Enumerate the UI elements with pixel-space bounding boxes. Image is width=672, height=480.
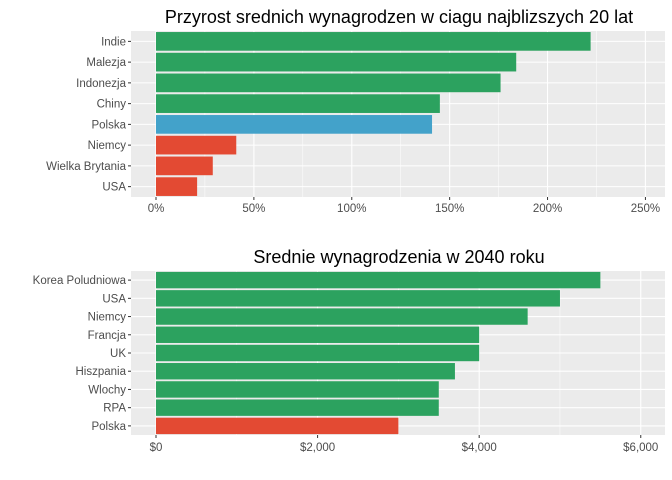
chart-top: Przyrost srednich wynagrodzen w ciagu na…	[46, 7, 665, 215]
bar-niemcy	[156, 135, 237, 155]
y-tick-label: USA	[102, 293, 126, 305]
x-tick-label: $0	[150, 442, 163, 454]
chart-top-title: Przyrost srednich wynagrodzen w ciagu na…	[165, 7, 633, 27]
bar-usa	[156, 177, 198, 196]
bar-chiny	[156, 94, 440, 113]
bar-polska	[156, 115, 433, 134]
bar-malezja	[156, 52, 517, 72]
chart-bottom-title: Srednie wynagrodzenia w 2040 roku	[253, 247, 544, 267]
x-tick-label: 100%	[337, 203, 366, 215]
y-tick-label: Polska	[91, 421, 126, 433]
y-tick-label: Indie	[101, 36, 126, 48]
x-tick-label: $4,000	[462, 442, 497, 454]
x-tick-label: 150%	[435, 203, 464, 215]
y-tick-label: USA	[102, 182, 126, 194]
bar-uk	[156, 344, 480, 362]
bar-usa	[156, 290, 560, 307]
x-tick-label: $6,000	[623, 442, 658, 454]
y-tick-label: Francja	[88, 330, 127, 342]
bar-rpa	[156, 399, 439, 416]
y-tick-label: Chiny	[97, 99, 127, 111]
bar-wielka-brytania	[156, 156, 213, 176]
bar-niemcy	[156, 308, 528, 325]
y-tick-label: Wielka Brytania	[46, 161, 126, 173]
bar-indie	[156, 32, 591, 51]
bar-wlochy	[156, 381, 439, 398]
bar-francja	[156, 326, 480, 343]
y-tick-label: Korea Poludniowa	[33, 275, 127, 287]
y-tick-label: RPA	[103, 403, 126, 415]
y-tick-label: Malezja	[86, 57, 126, 69]
x-tick-label: $2,000	[300, 442, 335, 454]
y-tick-label: Polska	[91, 119, 126, 131]
y-tick-label: Wlochy	[88, 384, 126, 396]
bar-hiszpania	[156, 363, 455, 380]
bar-indonezja	[156, 73, 501, 93]
y-tick-label: Niemcy	[88, 312, 127, 324]
x-tick-label: 0%	[148, 203, 165, 215]
y-tick-label: Indonezja	[76, 78, 126, 90]
chart-bottom: Srednie wynagrodzenia w 2040 roku Korea …	[33, 247, 665, 454]
y-tick-label: Hiszpania	[76, 366, 127, 378]
bar-korea-poludniowa	[156, 271, 601, 289]
y-tick-label: Niemcy	[88, 140, 127, 152]
y-tick-label: UK	[110, 348, 126, 360]
x-tick-label: 200%	[533, 203, 562, 215]
x-tick-label: 250%	[631, 203, 660, 215]
bar-polska	[156, 417, 399, 435]
x-tick-label: 50%	[242, 203, 265, 215]
